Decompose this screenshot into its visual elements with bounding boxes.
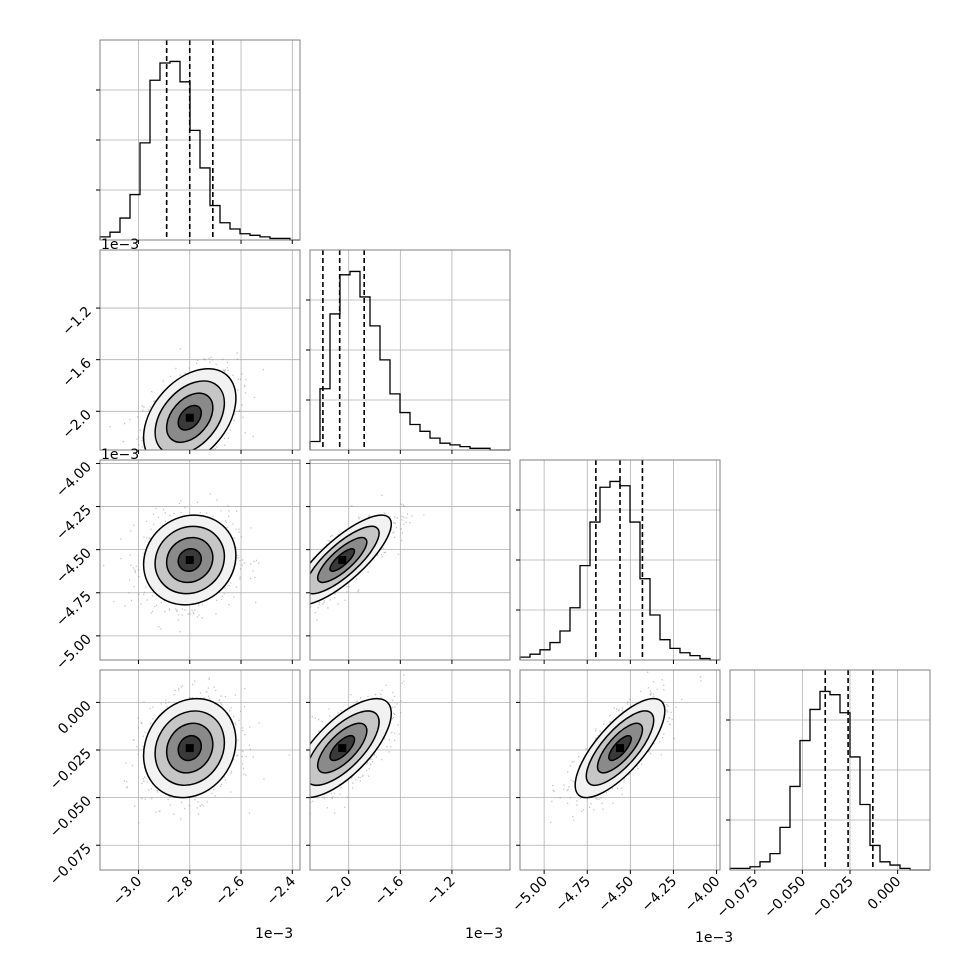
panel-content bbox=[310, 670, 510, 870]
x-tick-label: −2.4 bbox=[264, 873, 299, 908]
panel-content bbox=[100, 250, 300, 450]
hist-panel-3 bbox=[726, 669, 931, 874]
x-tick-label: −5.00 bbox=[509, 874, 551, 916]
x-tick-label: −4.25 bbox=[639, 874, 681, 916]
hist-panel-1 bbox=[306, 249, 511, 454]
hist-panel-2 bbox=[516, 459, 721, 664]
y-tick-label: −4.50 bbox=[53, 545, 95, 587]
x-tick-label: −3.0 bbox=[110, 874, 145, 909]
hist-panel-0 bbox=[96, 39, 301, 244]
density-peak bbox=[616, 744, 624, 753]
density-peak bbox=[185, 556, 194, 564]
scatter-panel-1-0 bbox=[96, 249, 301, 454]
x-tick-label: −2.0 bbox=[320, 874, 355, 909]
x-tick-label: −2.8 bbox=[161, 874, 196, 909]
scatter-panel-2-0 bbox=[96, 459, 301, 664]
y-tick-label: −4.75 bbox=[53, 588, 95, 630]
scatter-panel-2-1 bbox=[306, 459, 511, 664]
y-tick-label: 0.000 bbox=[55, 698, 95, 738]
histogram-step bbox=[519, 480, 720, 661]
panel-content bbox=[100, 670, 300, 870]
y-exponent-label: 1e−3 bbox=[101, 237, 139, 253]
y-tick-label: −4.00 bbox=[53, 459, 95, 501]
x-tick-label: −4.50 bbox=[596, 874, 638, 916]
panel-content bbox=[310, 460, 510, 660]
panel-content bbox=[520, 670, 720, 870]
y-tick-label: −2.0 bbox=[59, 407, 94, 442]
y-tick-label: −4.25 bbox=[53, 502, 95, 544]
y-tick-label: −0.050 bbox=[47, 793, 95, 841]
x-tick-label: −2.6 bbox=[212, 873, 247, 908]
histogram-step bbox=[729, 690, 930, 871]
density-peak bbox=[338, 556, 347, 564]
y-tick-label: −1.6 bbox=[59, 355, 94, 390]
panel-frame bbox=[309, 669, 511, 871]
x-tick-label: −0.025 bbox=[809, 874, 857, 922]
y-tick-label: −0.025 bbox=[47, 746, 95, 794]
x-tick-label: 0.000 bbox=[865, 874, 905, 914]
scatter-panel-3-2 bbox=[516, 669, 721, 874]
panel-frame bbox=[519, 669, 721, 871]
scatter-panel-3-1 bbox=[306, 669, 511, 874]
density-peak bbox=[338, 744, 347, 753]
density-peak bbox=[185, 413, 194, 422]
panel-frame bbox=[309, 459, 511, 661]
y-tick-label: −0.075 bbox=[47, 841, 95, 889]
x-tick-label: −4.75 bbox=[552, 874, 594, 916]
panel-frame bbox=[99, 459, 301, 661]
density-peak bbox=[185, 744, 194, 753]
histogram-step bbox=[99, 60, 300, 241]
panel-frame bbox=[99, 669, 301, 871]
x-tick-label: −0.050 bbox=[761, 874, 809, 922]
panel-content bbox=[100, 460, 300, 660]
panel-frame bbox=[99, 249, 301, 451]
x-tick-label: −1.2 bbox=[423, 874, 458, 909]
x-exponent-label: 1e−3 bbox=[255, 926, 293, 942]
y-tick-label: −1.2 bbox=[59, 304, 94, 339]
plot-root: −2.0−1.6−1.21e−3−5.00−4.75−4.50−4.25−4.0… bbox=[47, 39, 931, 946]
y-exponent-label: 1e−3 bbox=[101, 447, 139, 463]
x-exponent-label: 1e−3 bbox=[695, 930, 733, 946]
x-tick-label: −0.075 bbox=[714, 874, 762, 922]
x-exponent-label: 1e−3 bbox=[465, 926, 503, 942]
x-tick-label: −1.6 bbox=[372, 873, 407, 908]
scatter-panel-3-0 bbox=[96, 669, 301, 874]
y-tick-label: −5.00 bbox=[53, 631, 95, 673]
